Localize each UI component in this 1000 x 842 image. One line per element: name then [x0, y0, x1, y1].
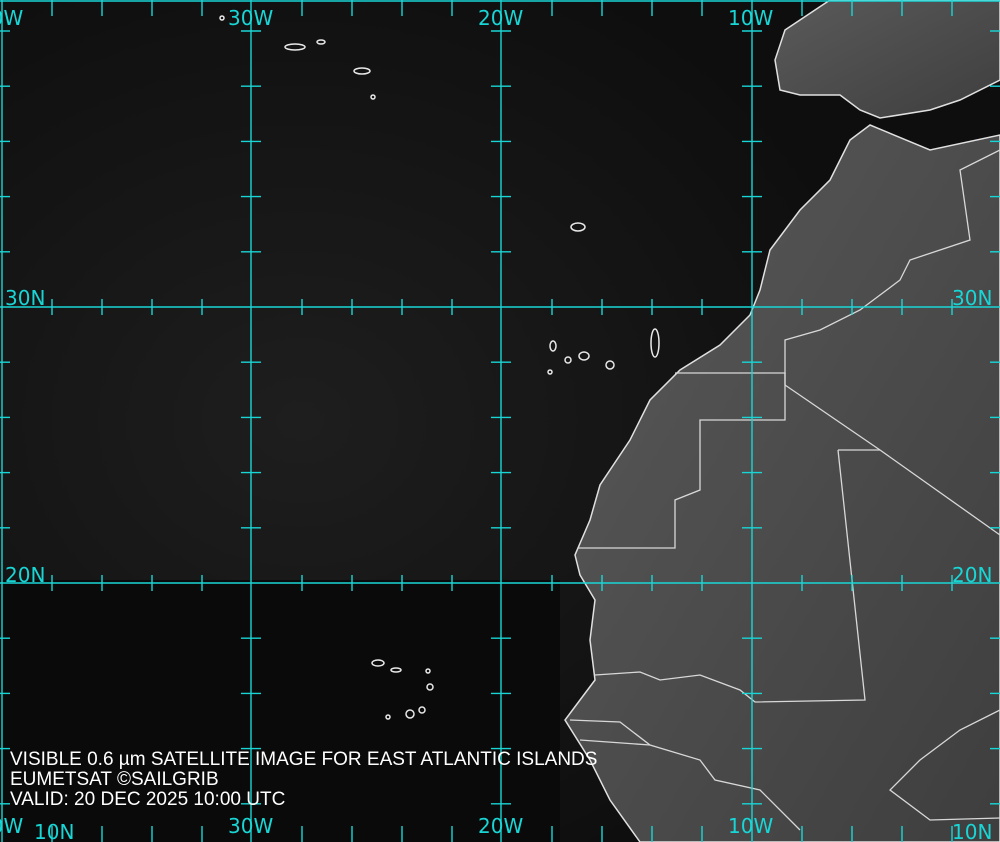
lon-label-top-30w: 30W — [228, 6, 274, 30]
lon-label-top-20w: 20W — [478, 6, 524, 30]
lon-label-top-10w: 10W — [728, 6, 774, 30]
lon-label-bottom-10w: 10W — [728, 814, 774, 838]
lat-label-right-20n: 20N — [952, 563, 993, 587]
clear-ocean — [0, 580, 560, 842]
lat-label-right-30n: 30N — [952, 286, 993, 310]
islands — [219, 15, 660, 720]
caption-title: VISIBLE 0.6 µm SATELLITE IMAGE FOR EAST … — [10, 749, 598, 770]
lat-label-left-10n: 10N — [34, 820, 75, 842]
lon-label-bottom-40w: 40W — [0, 814, 24, 838]
iberia-land — [774, 0, 1000, 119]
country-borders — [569, 149, 1000, 831]
lon-label-top-40w: 40W — [0, 6, 24, 30]
lat-label-left-30n: 30N — [5, 286, 46, 310]
africa-land — [564, 124, 1000, 842]
lon-label-bottom-30w: 30W — [228, 814, 274, 838]
caption-credit: EUMETSAT ©SAILGRIB — [10, 769, 219, 790]
lon-label-bottom-20w: 20W — [478, 814, 524, 838]
lat-label-left-20n: 20N — [5, 563, 46, 587]
caption-valid-time: VALID: 20 DEC 2025 10:00 UTC — [10, 789, 286, 810]
lat-label-right-10n: 10N — [952, 820, 993, 842]
